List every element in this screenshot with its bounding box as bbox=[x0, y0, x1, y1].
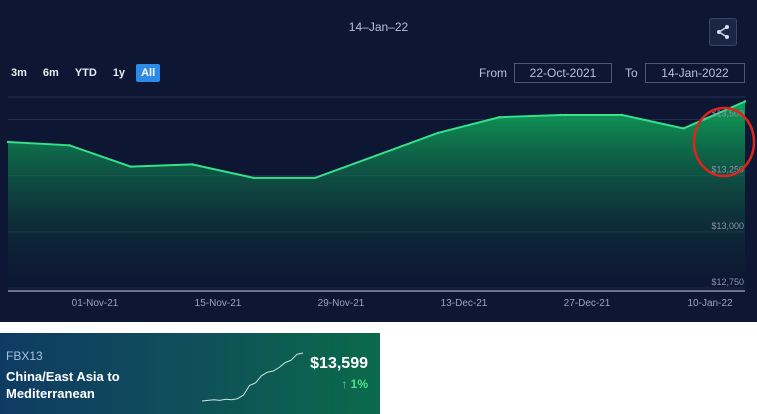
data-point bbox=[436, 131, 440, 135]
from-label: From bbox=[479, 66, 507, 80]
x-tick-label: 13-Dec-21 bbox=[441, 298, 488, 309]
to-label: To bbox=[625, 66, 638, 80]
data-point bbox=[252, 176, 255, 180]
range-button-ytd[interactable]: YTD bbox=[74, 67, 97, 79]
data-point bbox=[620, 113, 624, 117]
highlight-circle bbox=[692, 106, 756, 178]
area-chart[interactable]: $12,750 $13,000 $13,250 $13,500 01-Nov-21 15-… bbox=[0, 0, 757, 322]
to-field-wrap: 14-Jan-2022 bbox=[645, 63, 745, 83]
ticker-code: FBX13 bbox=[6, 349, 43, 363]
ticker-price: $13,599 bbox=[310, 355, 368, 372]
y-tick-label: $12,750 bbox=[711, 277, 744, 287]
y-tick-label: $13,250 bbox=[711, 165, 744, 175]
ticker-route-name: China/East Asia to Mediterranean bbox=[6, 369, 120, 401]
data-point bbox=[498, 116, 501, 119]
x-tick-label: 15-Nov-21 bbox=[195, 298, 242, 309]
share-icon bbox=[717, 25, 729, 39]
range-button-6m[interactable]: 6m bbox=[42, 67, 59, 79]
data-point bbox=[559, 113, 562, 117]
data-point bbox=[313, 176, 317, 180]
hover-date-label: 14–Jan–22 bbox=[348, 20, 409, 34]
data-point bbox=[129, 165, 133, 168]
x-tick-label: 27-Dec-21 bbox=[564, 298, 611, 309]
from-date-input[interactable]: 22-Oct-2021 bbox=[514, 63, 612, 83]
x-tick-label: 29-Nov-21 bbox=[318, 298, 365, 309]
ticker-card[interactable]: FBX13 China/East Asia to Mediterranean $… bbox=[0, 333, 380, 414]
y-tick-label: $13,000 bbox=[711, 221, 744, 231]
share-button[interactable] bbox=[709, 18, 737, 46]
ticker-sparkline bbox=[201, 352, 304, 402]
range-selector: 3m 6m YTD 1y All bbox=[6, 63, 166, 83]
data-point bbox=[682, 127, 685, 130]
from-field-wrap: 22-Oct-2021 bbox=[514, 63, 612, 83]
x-tick-label: 01-Nov-21 bbox=[72, 298, 119, 309]
sparkline-path bbox=[201, 352, 304, 402]
ticker-change: ↑ 1% bbox=[341, 377, 368, 391]
y-tick-label: $13,500 bbox=[711, 108, 744, 118]
range-button-all[interactable]: All bbox=[136, 64, 161, 82]
area-fill bbox=[8, 101, 745, 289]
data-point bbox=[743, 100, 747, 103]
freight-chart-panel: $12,750 $13,000 $13,250 $13,500 01-Nov-21 15-… bbox=[0, 0, 757, 322]
x-tick-label: 10-Jan-22 bbox=[687, 298, 732, 309]
data-point bbox=[375, 154, 378, 157]
data-point bbox=[68, 144, 71, 147]
to-date-input[interactable]: 14-Jan-2022 bbox=[645, 63, 745, 83]
range-button-1y[interactable]: 1y bbox=[112, 67, 126, 79]
range-button-3m[interactable]: 3m bbox=[11, 67, 27, 79]
data-point bbox=[6, 140, 10, 144]
data-point bbox=[191, 163, 194, 166]
